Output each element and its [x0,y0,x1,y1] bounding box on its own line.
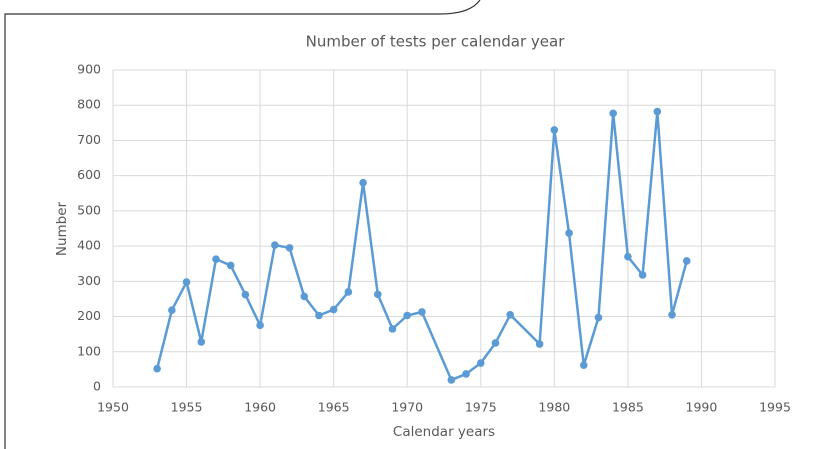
data-point [447,376,456,384]
x-tick-label: 1980 [538,400,570,415]
data-point [285,244,294,252]
y-tick-label: 700 [77,132,101,147]
data-point [153,364,161,373]
data-point [550,126,559,134]
chart-title: Number of tests per calendar year [306,33,566,51]
data-point [418,308,426,316]
data-point [256,321,264,330]
x-tick-label: 1975 [465,400,497,415]
data-point [668,310,676,319]
y-tick-label: 100 [77,343,101,358]
x-axis-label: Calendar years [393,424,495,440]
data-point [329,305,338,314]
data-point [565,229,573,237]
x-tick-label: 1985 [612,400,644,415]
data-point [168,306,176,315]
data-point [609,109,617,118]
data-point [462,370,470,378]
data-point [271,241,279,249]
y-tick-label: 500 [77,202,101,217]
data-point [197,338,206,346]
data-point [594,313,603,322]
data-point [638,271,647,279]
x-tick-label: 1960 [244,400,276,415]
data-point [212,255,220,263]
x-tick-label: 1970 [391,400,423,415]
data-point [182,278,191,286]
y-tick-label: 600 [77,167,101,182]
data-point [241,290,250,299]
data-point [315,311,323,320]
x-tick-label: 1990 [686,400,718,415]
data-point [300,292,309,301]
y-tick-label: 800 [77,97,101,112]
y-tick-label: 300 [77,273,101,288]
data-point [579,361,588,369]
x-tick-label: 1955 [171,400,203,415]
data-point [226,261,235,270]
y-tick-label: 0 [93,379,101,394]
data-point [403,311,412,320]
x-tick-label: 1995 [759,400,791,415]
y-tick-label: 400 [77,238,101,253]
data-point [653,107,662,116]
data-point [506,310,514,319]
y-tick-label: 900 [77,62,101,77]
y-axis-label: Number [54,201,70,256]
data-point [476,359,485,367]
data-point [624,252,632,261]
x-tick-label: 1950 [97,400,129,415]
data-point [535,340,544,348]
data-point [359,178,367,187]
data-point [388,325,397,333]
y-tick-label: 200 [77,308,101,323]
data-point [682,257,691,265]
data-point [344,288,353,296]
frame-border [4,0,481,449]
x-tick-label: 1965 [318,400,350,415]
data-point [491,339,500,347]
data-point [374,290,382,299]
